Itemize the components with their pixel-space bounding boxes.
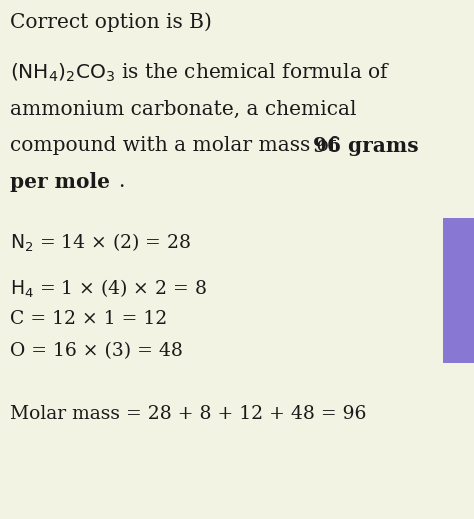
Text: C = 12 × 1 = 12: C = 12 × 1 = 12	[10, 310, 167, 328]
Text: $\mathrm{(NH_4)_2CO_3}$ is the chemical formula of: $\mathrm{(NH_4)_2CO_3}$ is the chemical …	[10, 62, 391, 84]
Text: 96 grams: 96 grams	[313, 136, 419, 156]
Text: per mole: per mole	[10, 172, 110, 192]
Text: Correct option is B): Correct option is B)	[10, 12, 212, 32]
Text: compound with a molar mass of: compound with a molar mass of	[10, 136, 343, 155]
Bar	[443, 218, 474, 363]
Text: ammonium carbonate, a chemical: ammonium carbonate, a chemical	[10, 100, 356, 119]
Text: Molar mass = 28 + 8 + 12 + 48 = 96: Molar mass = 28 + 8 + 12 + 48 = 96	[10, 405, 366, 423]
Text: .: .	[118, 172, 124, 191]
Text: $\mathrm{H_4}$ = 1 × (4) × 2 = 8: $\mathrm{H_4}$ = 1 × (4) × 2 = 8	[10, 278, 207, 301]
Text: $\mathrm{N_2}$ = 14 × (2) = 28: $\mathrm{N_2}$ = 14 × (2) = 28	[10, 232, 191, 254]
Text: O = 16 × (3) = 48: O = 16 × (3) = 48	[10, 342, 183, 360]
